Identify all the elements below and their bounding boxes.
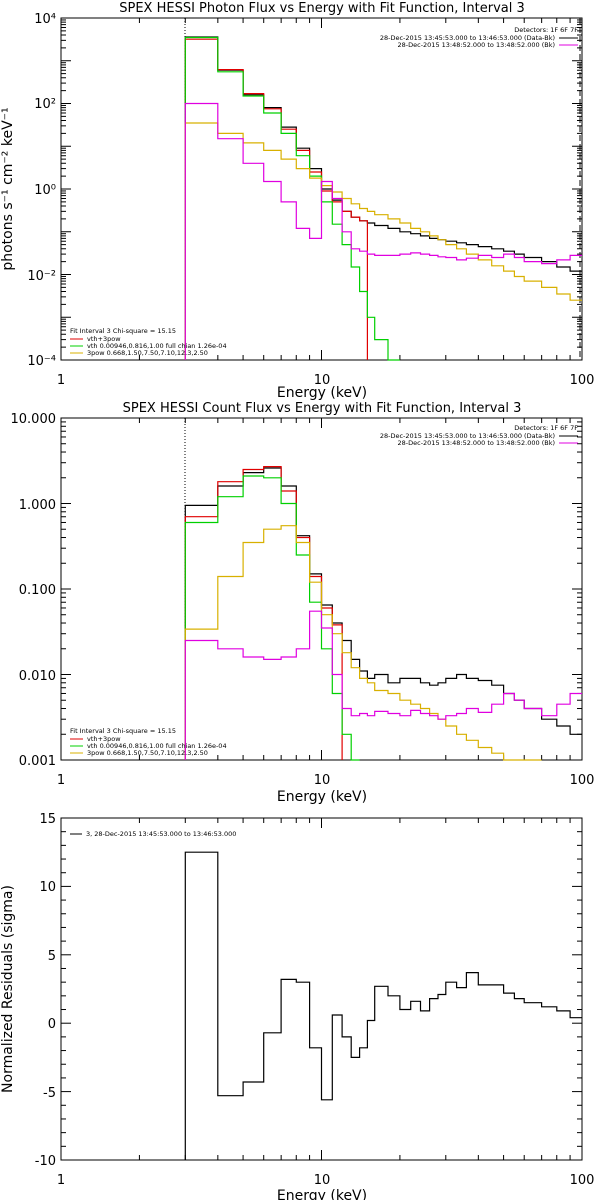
series-3-line <box>184 525 542 761</box>
x-axis-label: Energy (keV) <box>277 789 367 805</box>
chart-title: SPEX HESSI Count Flux vs Energy with Fit… <box>123 401 522 416</box>
fit-legend-entry: 3pow 0.668,1.50,7.50,7.10,12.3,2.50 <box>87 349 208 357</box>
y-tick-label: 0.100 <box>19 583 56 598</box>
fit-legend-entry: 3pow 0.668,1.50,7.50,7.10,12.3,2.50 <box>87 749 208 757</box>
series-2-line <box>184 475 360 761</box>
legend-entry: 28-Dec-2015 13:48:52.000 to 13:48:52.000… <box>398 41 556 49</box>
series-1-line <box>184 466 343 760</box>
photon-flux-panel: SPEX HESSI Photon Flux vs Energy with Fi… <box>0 1 594 401</box>
residuals-panel: Energy (keV) Normalized Residuals (sigma… <box>0 812 594 1200</box>
legend-header: Detectors: 1F 6F 7F <box>514 424 578 432</box>
y-tick-label: 10.000 <box>11 412 57 427</box>
y-tick-label: 1.000 <box>19 498 56 513</box>
x-axis-label: Energy (keV) <box>277 1188 367 1200</box>
x-tick-label: 100 <box>570 773 595 788</box>
series-0-line <box>184 467 582 760</box>
y-tick-label: 0 <box>48 1017 56 1032</box>
y-tick-label: 0.001 <box>19 754 56 769</box>
fit-legend-entry: vth 0.00946,0.816,1.00 full chian 1.26e-… <box>87 742 227 750</box>
y-tick-label: 10² <box>34 97 56 112</box>
y-axis-label: photons s⁻¹ cm⁻² keV⁻¹ <box>0 107 16 270</box>
legend-entry: 3, 28-Dec-2015 13:45:53.000 to 13:46:53.… <box>86 830 236 838</box>
fit-legend-entry: vth+3pow <box>87 735 121 743</box>
series-0-line <box>184 851 582 1160</box>
x-tick-label: 1 <box>57 373 65 388</box>
legend-header: Detectors: 1F 6F 7F <box>514 26 578 34</box>
y-tick-label: 5 <box>48 949 56 964</box>
x-tick-label: 100 <box>570 373 595 388</box>
chart-title: SPEX HESSI Photon Flux vs Energy with Fi… <box>119 1 525 16</box>
fit-legend-entry: vth+3pow <box>87 335 121 343</box>
x-axis-label: Energy (keV) <box>277 385 367 401</box>
y-tick-label: 10 <box>39 880 56 895</box>
series-3-line <box>184 122 582 360</box>
y-tick-label: -5 <box>43 1086 56 1101</box>
series-4-line <box>184 102 582 360</box>
x-tick-label: 100 <box>570 1173 595 1188</box>
y-tick-label: 10⁰ <box>34 183 56 198</box>
legend-entry: 28-Dec-2015 13:45:53.000 to 13:46:53.000… <box>380 34 555 42</box>
x-tick-label: 10 <box>314 1173 331 1188</box>
legend-entry: 28-Dec-2015 13:45:53.000 to 13:46:53.000… <box>380 432 555 440</box>
y-axis-label: Normalized Residuals (sigma) <box>0 885 16 1093</box>
x-tick-label: 1 <box>57 1173 65 1188</box>
series-4-line <box>184 610 582 760</box>
fit-legend-header: Fit Interval 3 Chi-square = 15.15 <box>70 727 176 735</box>
y-tick-label: 10⁴ <box>34 12 56 27</box>
y-tick-label: 15 <box>39 812 56 827</box>
y-tick-label: 10⁻⁴ <box>27 354 56 369</box>
y-tick-label: 0.010 <box>19 669 56 684</box>
fit-legend-header: Fit Interval 3 Chi-square = 15.15 <box>70 327 176 335</box>
y-tick-label: 10⁻² <box>27 269 56 284</box>
x-tick-label: 10 <box>314 373 331 388</box>
y-tick-label: -10 <box>35 1154 56 1169</box>
count-flux-panel: SPEX HESSI Count Flux vs Energy with Fit… <box>11 401 595 805</box>
x-tick-label: 10 <box>314 773 331 788</box>
x-tick-label: 1 <box>57 773 65 788</box>
fit-legend-entry: vth 0.00946,0.816,1.00 full chian 1.26e-… <box>87 342 227 350</box>
series-2-line <box>184 36 400 361</box>
series-0-line <box>184 36 582 360</box>
legend-entry: 28-Dec-2015 13:48:52.000 to 13:48:52.000… <box>398 439 556 447</box>
